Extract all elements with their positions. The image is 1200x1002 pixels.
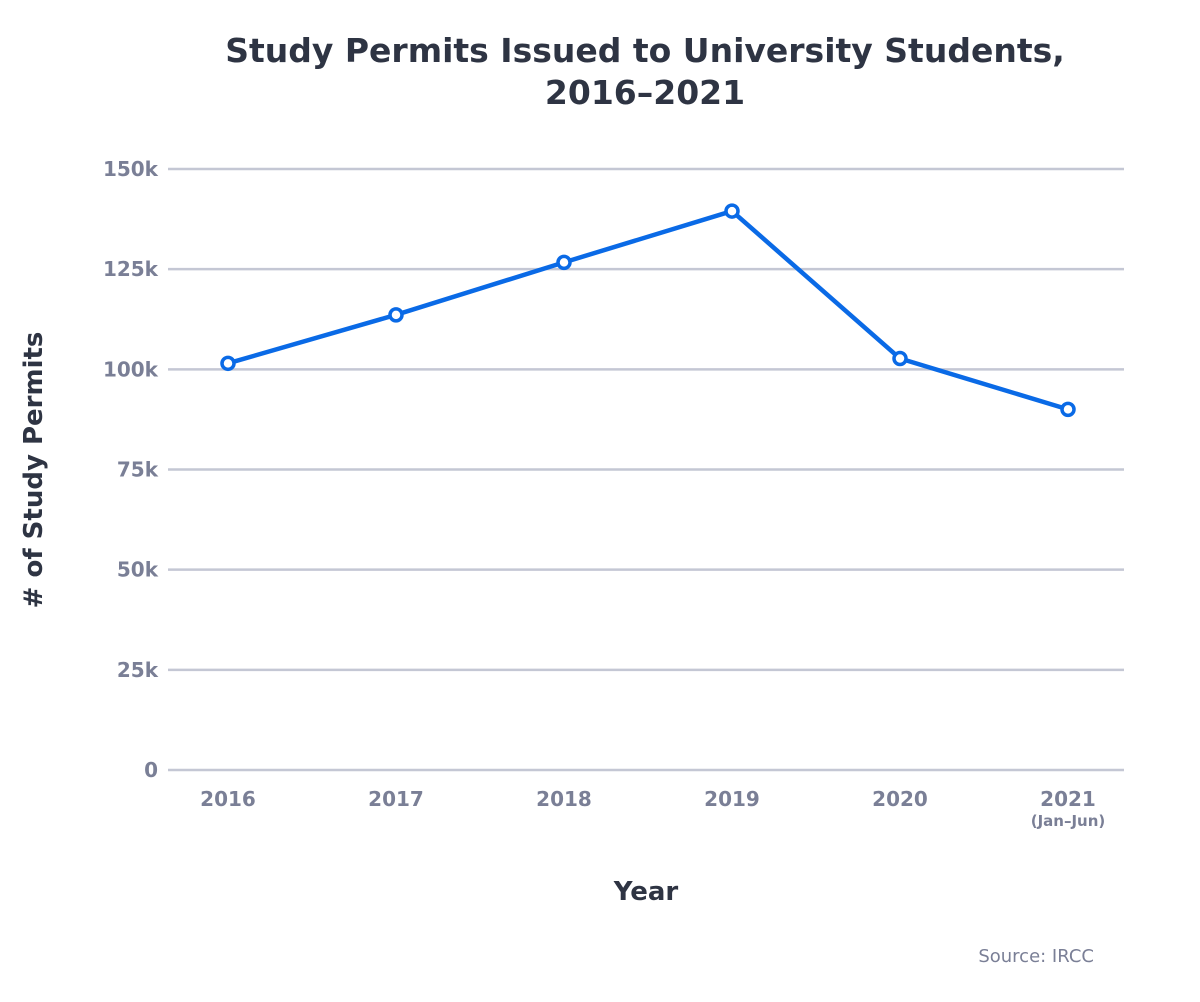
y-tick-label: 100k	[103, 357, 159, 381]
y-tick-label: 25k	[117, 658, 159, 682]
y-axis-label: # of Study Permits	[19, 332, 49, 609]
chart-title: Study Permits Issued to University Stude…	[0, 30, 1200, 114]
data-point	[1060, 401, 1076, 418]
x-axis-label: Year	[613, 877, 679, 907]
x-tick-label: 2019	[704, 787, 760, 811]
chart-title-line-1: Study Permits Issued to University Stude…	[225, 31, 1065, 70]
source-note: Source: IRCC	[978, 946, 1094, 967]
data-point	[220, 355, 236, 372]
series-line	[227, 208, 1069, 412]
x-tick-label: 2016	[200, 787, 256, 811]
y-tick-label: 0	[144, 758, 158, 782]
x-tick-label: 2018	[536, 787, 592, 811]
y-tick-label: 75k	[117, 458, 159, 482]
data-point	[892, 350, 908, 367]
chart-title-line-2: 2016–2021	[544, 73, 746, 112]
data-point	[724, 203, 740, 219]
y-tick-label: 150k	[103, 157, 159, 181]
data-point	[556, 254, 572, 271]
x-tick-label: 2020	[872, 787, 928, 811]
y-tick-label: 50k	[117, 558, 159, 582]
y-tick-label: 125k	[103, 257, 159, 281]
x-tick-sublabel: (Jan–Jun)	[1031, 812, 1106, 830]
x-tick-label: 2021	[1040, 787, 1096, 811]
x-tick-label: 2017	[368, 787, 424, 811]
data-point	[388, 307, 404, 323]
